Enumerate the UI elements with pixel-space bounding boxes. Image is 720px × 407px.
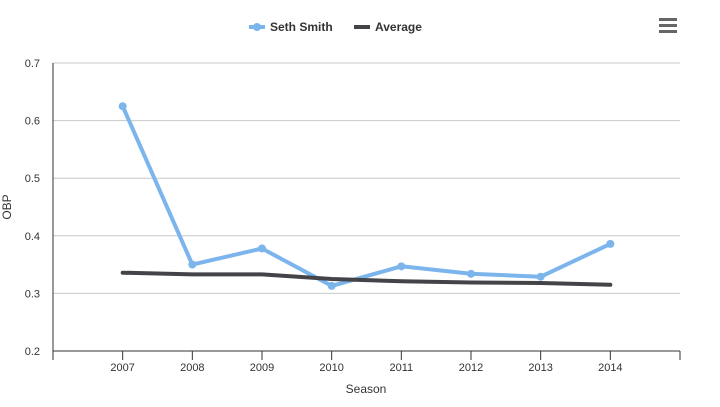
y-tick-label: 0.3 (25, 288, 40, 300)
data-point-seth-smith[interactable] (397, 262, 406, 271)
x-tick-label: 2013 (528, 362, 552, 374)
legend[interactable]: Seth Smith Average (249, 20, 422, 34)
series-line-seth-smith[interactable] (120, 104, 613, 288)
series-group (118, 102, 615, 290)
x-tick-label: 2011 (390, 362, 414, 374)
data-point-seth-smith[interactable] (188, 260, 197, 269)
x-axis-ticks: 2007 2008 2009 2010 2011 2012 2013 2014 (52, 351, 681, 374)
menu-bar-middle (659, 24, 677, 27)
y-tick-label: 0.4 (25, 231, 40, 243)
x-tick-label: 2007 (110, 362, 134, 374)
data-point-seth-smith[interactable] (118, 102, 127, 111)
x-axis-title: Season (346, 382, 387, 396)
y-axis-tick-labels: 0.2 0.3 0.4 0.5 0.6 0.7 (25, 58, 40, 358)
data-point-seth-smith[interactable] (327, 281, 336, 290)
x-tick-label: 2009 (250, 362, 274, 374)
legend-item-average[interactable]: Average (354, 20, 422, 34)
data-point-seth-smith[interactable] (467, 269, 475, 278)
y-axis-title: OBP (0, 194, 14, 219)
legend-label-average: Average (375, 20, 422, 34)
y-tick-label: 0.7 (25, 58, 40, 70)
y-tick-label: 0.6 (25, 116, 40, 128)
series-line-average[interactable] (120, 270, 613, 287)
x-tick-label: 2008 (180, 362, 204, 374)
hamburger-menu-icon[interactable] (655, 14, 681, 36)
legend-marker-seth-smith (253, 23, 261, 31)
data-point-seth-smith[interactable] (606, 239, 615, 248)
x-tick-label: 2012 (459, 362, 483, 374)
y-tick-label: 0.2 (25, 346, 40, 358)
gridlines (53, 62, 680, 294)
x-tick-label: 2010 (319, 362, 343, 374)
legend-item-seth-smith[interactable]: Seth Smith (249, 20, 333, 34)
data-point-seth-smith[interactable] (258, 244, 266, 253)
y-tick-label: 0.5 (25, 173, 40, 185)
menu-bar-top (659, 18, 677, 21)
x-tick-label: 2014 (598, 362, 622, 374)
legend-label-seth-smith: Seth Smith (270, 20, 333, 34)
data-point-seth-smith[interactable] (536, 272, 545, 281)
menu-bar-bottom (659, 30, 677, 33)
